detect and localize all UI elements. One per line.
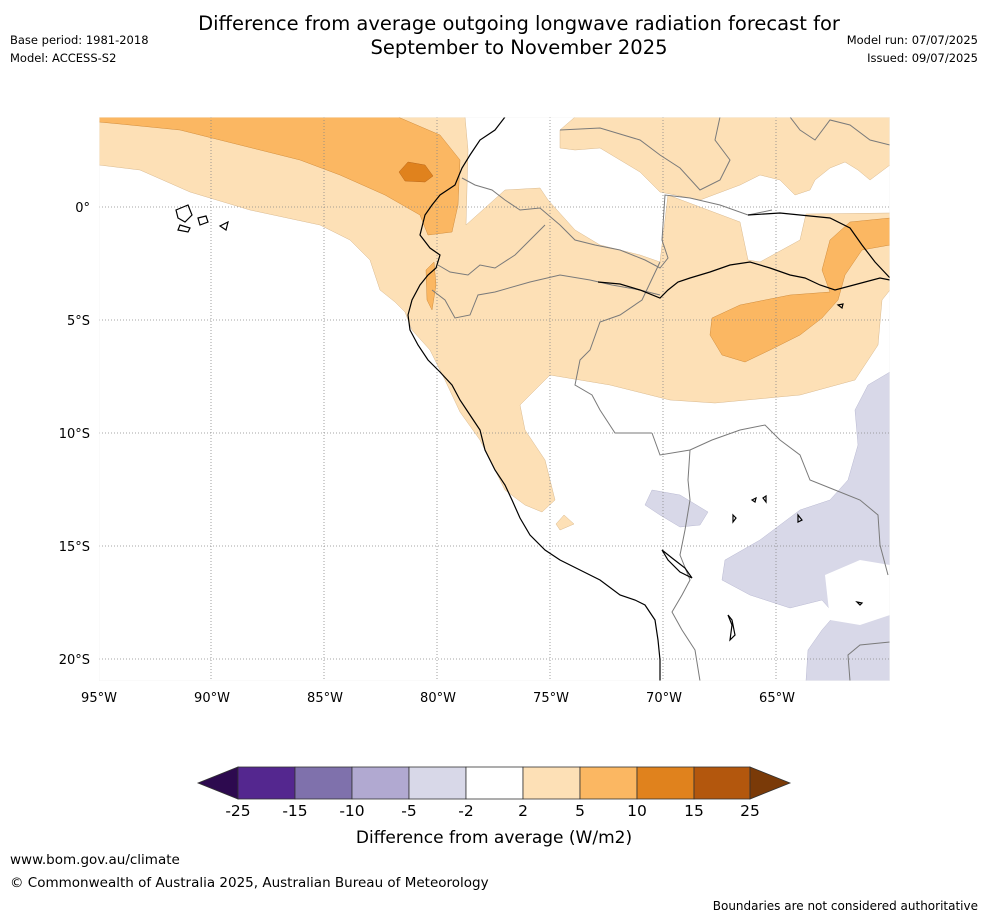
colorbar-tick: 15 bbox=[684, 802, 704, 820]
copyright-text: © Commonwealth of Australia 2025, Austra… bbox=[10, 875, 489, 891]
colorbar-label: Difference from average (W/m2) bbox=[356, 828, 632, 848]
colorbar-ticks: -25 -15 -10 -5 -2 2 5 10 15 25 bbox=[225, 802, 760, 820]
lon-label-70w: 70°W bbox=[646, 691, 682, 706]
lon-label-90w: 90°W bbox=[194, 691, 230, 706]
metadata-left: Base period: 1981-2018 Model: ACCESS-S2 bbox=[10, 31, 149, 67]
colorbar bbox=[196, 766, 792, 800]
anomaly-region-5-north bbox=[559, 117, 890, 201]
colorbar-swatch bbox=[351, 766, 410, 800]
colorbar-tick: -5 bbox=[401, 802, 416, 820]
coastlines bbox=[175, 117, 890, 681]
colorbar-tick: 10 bbox=[627, 802, 647, 820]
colorbar-tick: -2 bbox=[458, 802, 473, 820]
colorbar-arrow-low bbox=[196, 766, 239, 800]
colorbar-tick: 5 bbox=[575, 802, 585, 820]
colorbar-swatch bbox=[237, 766, 296, 800]
lat-label-20s: 20°S bbox=[59, 653, 90, 668]
colorbar-swatch bbox=[522, 766, 581, 800]
anomaly-region-10-east bbox=[709, 217, 890, 363]
metadata-right: Model run: 07/07/2025 Issued: 09/07/2025 bbox=[847, 31, 978, 67]
lat-label-15s: 15°S bbox=[59, 540, 90, 555]
colorbar-tick: -10 bbox=[339, 802, 364, 820]
colorbar-tick: 25 bbox=[740, 802, 760, 820]
title-line-1: Difference from average outgoing longwav… bbox=[198, 12, 840, 35]
anomaly-region-5-small bbox=[555, 514, 575, 531]
anomaly-region-neg2-hole bbox=[825, 560, 890, 625]
colorbar-swatch bbox=[465, 766, 524, 800]
website-link[interactable]: www.bom.gov.au/climate bbox=[10, 852, 180, 868]
longitude-labels: 95°W 90°W 85°W 80°W 75°W 70°W 65°W bbox=[81, 691, 795, 706]
colorbar-swatch bbox=[579, 766, 638, 800]
map-title: Difference from average outgoing longwav… bbox=[150, 12, 888, 60]
colorbar-swatch bbox=[294, 766, 353, 800]
lon-label-65w: 65°W bbox=[759, 691, 795, 706]
model-run-text: Model run: 07/07/2025 bbox=[846, 33, 978, 47]
map-area bbox=[99, 117, 890, 681]
latitude-labels: 0° 5°S 10°S 15°S 20°S bbox=[59, 201, 90, 668]
colorbar-swatch bbox=[693, 766, 751, 800]
gridlines bbox=[99, 117, 890, 681]
colorbar-swatch bbox=[636, 766, 695, 800]
national-borders bbox=[431, 117, 890, 681]
base-period-text: Base period: 1981-2018 bbox=[10, 33, 149, 47]
lon-label-95w: 95°W bbox=[81, 691, 117, 706]
model-text: Model: ACCESS-S2 bbox=[10, 51, 117, 65]
title-line-2: September to November 2025 bbox=[370, 36, 668, 59]
colorbar-tick: -15 bbox=[282, 802, 307, 820]
colorbar-swatch bbox=[408, 766, 467, 800]
anomaly-region-10 bbox=[99, 117, 461, 236]
disclaimer-text: Boundaries are not considered authoritat… bbox=[712, 899, 978, 913]
issued-text: Issued: 09/07/2025 bbox=[867, 51, 978, 65]
lon-label-75w: 75°W bbox=[533, 691, 569, 706]
colorbar-arrow-high bbox=[749, 766, 792, 800]
lon-label-80w: 80°W bbox=[420, 691, 456, 706]
lon-label-85w: 85°W bbox=[307, 691, 343, 706]
colorbar-tick: -25 bbox=[225, 802, 250, 820]
lat-label-10s: 10°S bbox=[59, 427, 90, 442]
lat-label-5s: 5°S bbox=[67, 314, 90, 329]
colorbar-tick: 2 bbox=[518, 802, 528, 820]
anomaly-region-15 bbox=[398, 161, 434, 183]
lat-label-0: 0° bbox=[75, 201, 90, 216]
